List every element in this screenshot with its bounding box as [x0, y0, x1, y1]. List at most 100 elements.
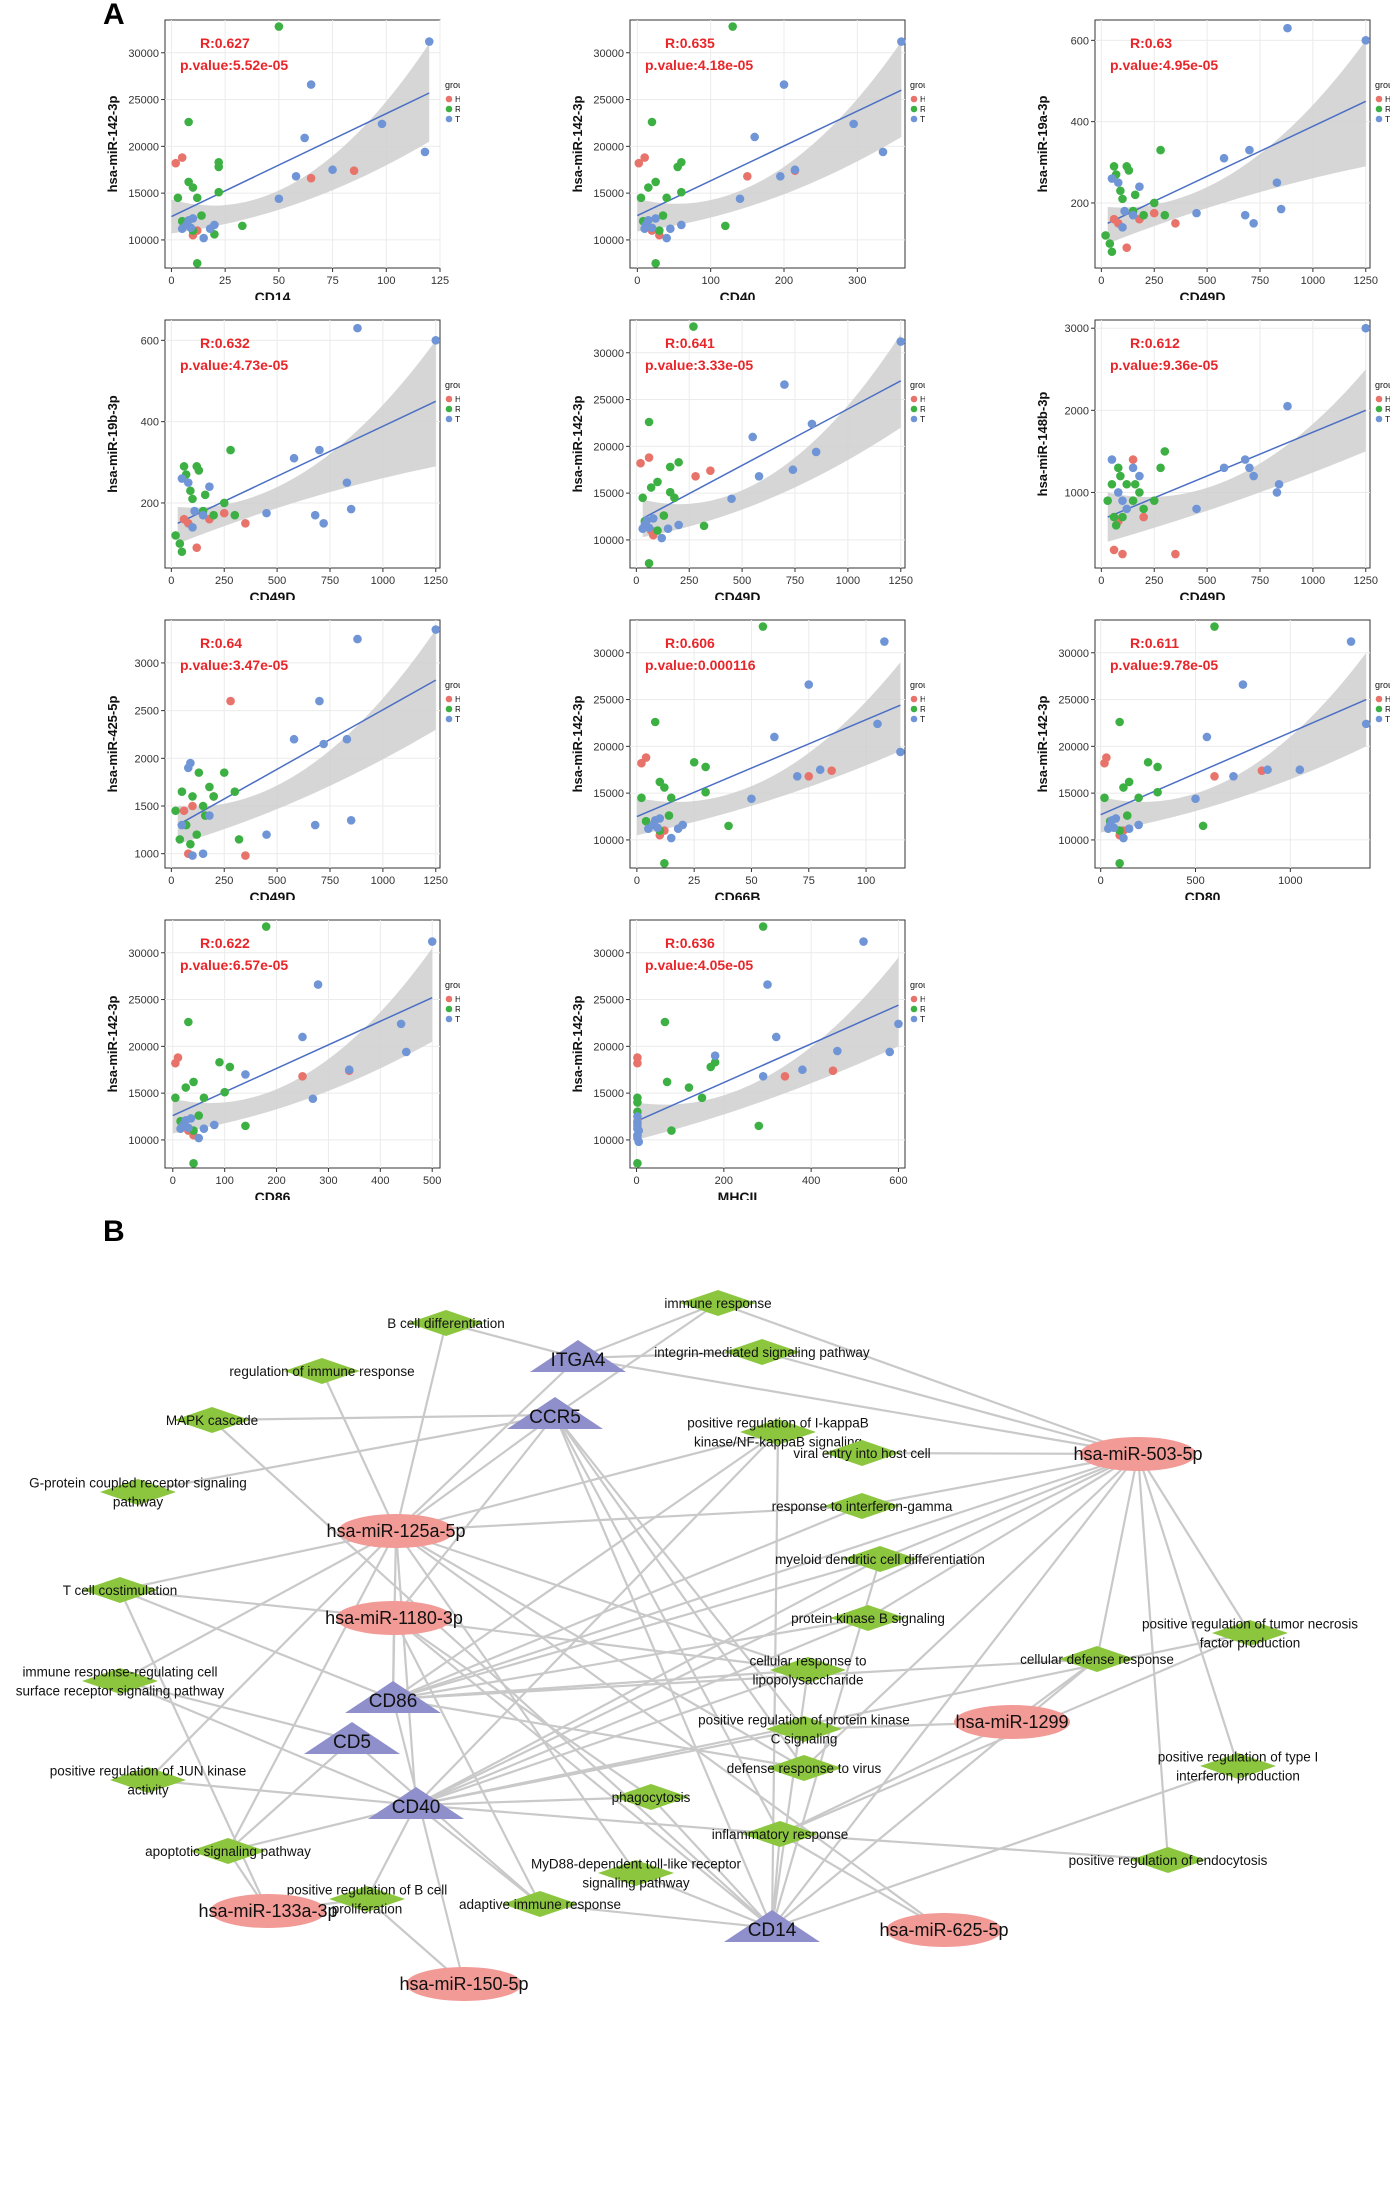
network-edge	[392, 1616, 869, 1701]
data-point-rps	[199, 1093, 209, 1103]
data-point-rps	[1116, 186, 1125, 196]
legend-label-tps: TPs	[455, 1014, 460, 1024]
x-axis-label: CD49D	[715, 589, 761, 600]
network-edge	[393, 1616, 809, 1672]
x-tick-label: 200	[775, 275, 793, 287]
gene-label: CD14	[748, 1920, 797, 1941]
data-point-tps	[190, 506, 199, 516]
legend-title: group	[910, 680, 925, 690]
term-label: immune response	[664, 1296, 771, 1311]
x-tick-label: 250	[215, 575, 233, 587]
network-edge	[392, 1557, 881, 1701]
data-point-rps	[181, 1083, 191, 1092]
x-tick-label: 1000	[1278, 875, 1302, 887]
data-point-rps	[653, 477, 662, 487]
data-point-hc	[188, 801, 197, 811]
term-label: positive regulation of I-kappaB	[687, 1416, 869, 1431]
term-diamond-shape	[174, 1407, 250, 1433]
p-value-label: p.value:0.000116	[645, 657, 756, 673]
data-point-tps	[747, 794, 756, 804]
network-edge	[771, 1764, 1239, 1930]
data-point-rps	[194, 1111, 204, 1120]
data-point-tps	[1107, 174, 1117, 183]
data-point-tps	[1238, 680, 1248, 689]
legend-swatch-tps	[445, 415, 453, 423]
x-tick-label: 100	[857, 875, 875, 887]
data-point-tps	[780, 380, 789, 389]
data-point-rps	[651, 177, 660, 187]
data-point-rps	[664, 811, 674, 820]
term-label: B cell differentiation	[387, 1316, 505, 1331]
y-tick-label: 10000	[593, 835, 624, 847]
data-point-tps	[344, 1065, 354, 1075]
network-edge	[392, 1452, 1139, 1701]
data-point-tps	[655, 814, 665, 823]
network-edge	[554, 1414, 781, 1835]
x-tick-label: 600	[889, 1175, 907, 1187]
legend-swatch-rps	[1375, 705, 1383, 713]
data-point-hc	[640, 153, 649, 162]
data-point-rps	[689, 757, 699, 767]
data-point-hc	[641, 753, 651, 762]
x-tick-label: 0	[634, 275, 640, 287]
data-point-hc	[828, 1066, 838, 1075]
data-point-tps	[634, 1126, 644, 1135]
data-point-rps	[677, 157, 686, 167]
mirna-ellipse-shape	[210, 1894, 326, 1928]
term-label: positive regulation of B cell	[287, 1883, 448, 1898]
x-tick-label: 1000	[371, 575, 395, 587]
gene-label: CD86	[369, 1691, 418, 1712]
data-point-tps	[210, 220, 219, 230]
node-def-virus: defense response to virus	[727, 1755, 882, 1781]
r-value-label: R:0.611	[1130, 635, 1179, 651]
legend-label-hc: HC	[455, 394, 460, 404]
node-reg-immune: regulation of immune response	[229, 1358, 415, 1384]
data-point-rps	[724, 821, 733, 831]
node-myeloid: myeloid dendritic cell differentiation	[775, 1546, 985, 1572]
y-tick-label: 400	[1071, 117, 1089, 129]
data-point-tps	[1124, 824, 1134, 833]
y-axis-label: hsa-miR-142-3p	[1035, 696, 1050, 793]
legend-swatch-tps	[1375, 115, 1383, 123]
term-diamond-shape	[742, 1821, 818, 1847]
y-tick-label: 25000	[593, 395, 624, 407]
x-tick-label: 125	[431, 275, 449, 287]
data-point-hc	[1171, 218, 1180, 228]
legend-swatch-rps	[445, 405, 453, 413]
legend-swatch-tps	[445, 715, 453, 723]
network-edge	[392, 1657, 1098, 1701]
x-tick-label: 250	[680, 575, 698, 587]
data-point-rps	[1143, 757, 1153, 767]
legend-label-rps: RPs	[455, 404, 460, 414]
data-point-tps	[377, 119, 387, 129]
y-tick-label: 10000	[1058, 835, 1089, 847]
data-point-rps	[758, 922, 768, 931]
gene-triangle-shape	[724, 1910, 820, 1942]
data-point-rps	[186, 486, 195, 496]
node-mir125a: hsa-miR-125a-5p	[326, 1514, 466, 1548]
network-edge	[445, 1321, 579, 1360]
network-edge	[539, 1902, 773, 1930]
data-point-rps	[1107, 479, 1117, 489]
network-edge	[394, 1530, 418, 1806]
data-point-tps	[804, 680, 814, 689]
x-axis-label: CD86	[255, 1189, 291, 1200]
data-point-tps	[188, 214, 198, 223]
y-axis-label: hsa-miR-148b-3p	[1035, 392, 1050, 497]
data-point-rps	[209, 792, 218, 801]
y-tick-label: 200	[141, 498, 159, 510]
data-point-tps	[1245, 463, 1254, 473]
data-point-tps	[289, 453, 299, 463]
legend-label-tps: TPs	[920, 714, 925, 724]
term-label: pathway	[113, 1495, 164, 1510]
data-point-tps	[1128, 463, 1138, 473]
data-point-rps	[175, 835, 185, 844]
legend-swatch-rps	[910, 405, 918, 413]
p-value-label: p.value:3.47e-05	[180, 657, 288, 673]
data-point-rps	[1156, 463, 1165, 473]
data-point-rps	[1128, 496, 1138, 505]
data-point-tps	[648, 514, 658, 523]
data-point-rps	[186, 839, 195, 849]
data-point-rps	[1149, 496, 1159, 505]
term-label: cellular defense response	[1020, 1652, 1174, 1667]
